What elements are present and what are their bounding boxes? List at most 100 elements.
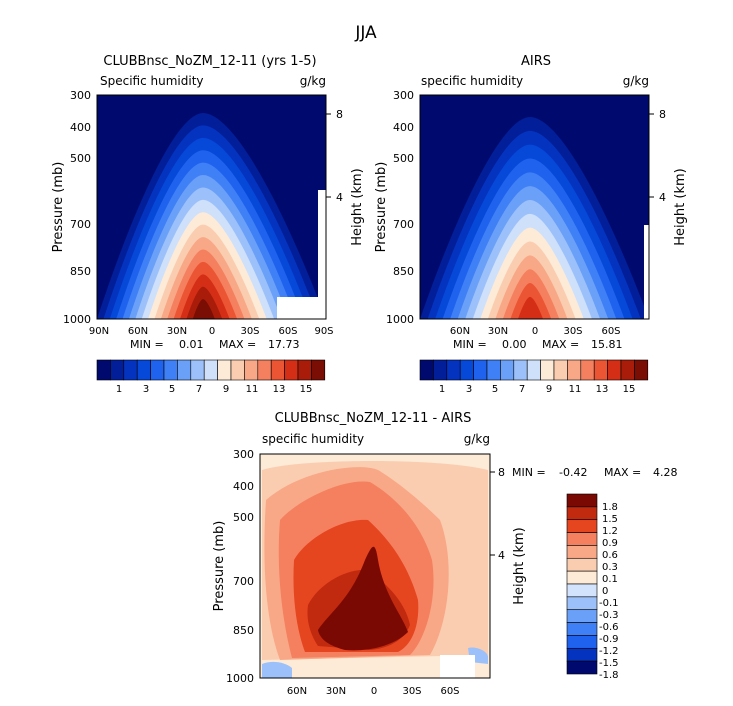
panel-2-missing-strip xyxy=(644,225,649,319)
min-value: 0.00 xyxy=(502,338,527,351)
y-tick-label: 400 xyxy=(70,121,91,134)
panel-3-colorbar-labels: 1.8 1.5 1.2 0.9 0.6 0.3 0.1 0 -0.1 -0.3 … xyxy=(599,502,619,681)
max-value: 4.28 xyxy=(653,466,678,479)
colorbar-label: -1.5 xyxy=(599,658,619,669)
panel-2-colorbar xyxy=(419,359,649,381)
colorbar-swatch xyxy=(419,359,434,381)
height-tick-label: 8 xyxy=(336,108,343,121)
colorbar-swatch xyxy=(446,359,461,381)
colorbar-swatch xyxy=(96,359,111,381)
colorbar-swatch xyxy=(566,519,598,533)
x-tick-label: 60S xyxy=(440,686,459,697)
colorbar-label: 13 xyxy=(273,384,286,395)
panel-2-units: g/kg xyxy=(623,74,649,88)
colorbar-swatch xyxy=(513,359,528,381)
colorbar-swatch xyxy=(110,359,125,381)
panel-1-y-ticks: 300 400 500 700 850 1000 xyxy=(63,89,91,326)
y-tick-label: 400 xyxy=(393,121,414,134)
colorbar-label: 0.9 xyxy=(602,538,618,549)
panel-1-frame xyxy=(96,94,327,320)
colorbar-swatch xyxy=(136,359,151,381)
x-tick-label: 90S xyxy=(314,326,333,337)
colorbar-swatch xyxy=(311,359,326,381)
colorbar-swatch xyxy=(634,359,649,381)
colorbar-label: 15 xyxy=(300,384,313,395)
max-label: MAX = xyxy=(604,466,641,479)
panel-3-missing-region xyxy=(440,655,475,678)
panel-2-ylabel-right: Height (km) xyxy=(673,168,688,245)
panel-3-height-ticks: 8 4 xyxy=(490,466,505,562)
colorbar-swatch xyxy=(257,359,272,381)
x-tick-label: 60N xyxy=(128,326,148,337)
colorbar-swatch xyxy=(580,359,595,381)
colorbar-label: 0.1 xyxy=(602,574,618,585)
height-tick-label: 4 xyxy=(336,191,343,204)
colorbar-swatch xyxy=(123,359,138,381)
colorbar-label: -0.6 xyxy=(599,622,619,633)
colorbar-label: 15 xyxy=(623,384,636,395)
x-tick-label: 30S xyxy=(402,686,421,697)
panel-2-contours xyxy=(420,117,649,319)
panel-3-title: CLUBBnsc_NoZM_12-11 - AIRS xyxy=(275,411,472,426)
colorbar-label: 1.2 xyxy=(602,526,618,537)
colorbar-swatch xyxy=(297,359,312,381)
y-tick-label: 1000 xyxy=(63,313,91,326)
colorbar-swatch xyxy=(150,359,165,381)
colorbar-label: 13 xyxy=(596,384,609,395)
colorbar-swatch xyxy=(566,570,598,585)
panel-1-x-ticks: 90N 60N 30N 0 30S 60S 90S xyxy=(89,326,334,337)
panel-1-colorbar-labels: 1 3 5 7 9 11 13 15 xyxy=(116,384,313,395)
y-tick-label: 300 xyxy=(70,89,91,102)
colorbar-swatch xyxy=(244,359,259,381)
contour-band xyxy=(262,661,292,678)
colorbar-label: 9 xyxy=(223,384,229,395)
colorbar-swatch xyxy=(177,359,192,381)
colorbar-label: -1.2 xyxy=(599,646,619,657)
panel-3-minmax: MIN = -0.42 MAX = 4.28 xyxy=(512,466,678,479)
panel-3-ylabel-right: Height (km) xyxy=(512,527,527,604)
colorbar-label: 9 xyxy=(546,384,552,395)
height-tick-label: 4 xyxy=(498,549,505,562)
colorbar-swatch xyxy=(566,506,598,521)
panel-1-minmax: MIN = 0.01 MAX = 17.73 xyxy=(130,338,300,351)
panel-1-subtitle: Specific humidity xyxy=(100,74,204,88)
height-tick-label: 8 xyxy=(659,108,666,121)
panel-3-frame xyxy=(259,453,491,679)
min-value: -0.42 xyxy=(559,466,587,479)
colorbar-swatch xyxy=(270,359,285,381)
colorbar-swatch xyxy=(566,660,598,675)
x-tick-label: 30S xyxy=(563,326,582,337)
colorbar-swatch xyxy=(473,359,488,381)
colorbar-swatch xyxy=(566,493,598,508)
y-tick-label: 1000 xyxy=(386,313,414,326)
colorbar-label: 1.8 xyxy=(602,502,618,513)
x-tick-label: 30S xyxy=(240,326,259,337)
colorbar-label: 1 xyxy=(116,384,122,395)
colorbar-label: 3 xyxy=(466,384,472,395)
y-tick-label: 500 xyxy=(233,511,254,524)
panel-1-ylabel: Pressure (mb) xyxy=(51,162,66,253)
y-tick-label: 300 xyxy=(233,448,254,461)
colorbar-label: -0.9 xyxy=(599,634,619,645)
panel-2-height-ticks: 8 4 xyxy=(649,108,666,204)
colorbar-swatch xyxy=(486,359,501,381)
colorbar-swatch xyxy=(566,557,598,572)
colorbar-swatch xyxy=(566,532,598,546)
min-label: MIN = xyxy=(130,338,164,351)
x-tick-label: 60N xyxy=(450,326,470,337)
panel-obs: AIRS specific humidity g/kg 300 400 500 … xyxy=(374,54,688,395)
colorbar-swatch xyxy=(607,359,622,381)
min-value: 0.01 xyxy=(179,338,204,351)
panel-1-title: CLUBBnsc_NoZM_12-11 (yrs 1-5) xyxy=(103,54,316,69)
x-tick-label: 90N xyxy=(89,326,109,337)
colorbar-swatch xyxy=(526,359,541,381)
y-tick-label: 300 xyxy=(393,89,414,102)
y-tick-label: 700 xyxy=(393,218,414,231)
colorbar-label: 1 xyxy=(439,384,445,395)
panel-2-ylabel: Pressure (mb) xyxy=(374,162,389,253)
colorbar-label: 0.3 xyxy=(602,562,618,573)
colorbar-label: 7 xyxy=(196,384,202,395)
panel-2-subtitle: specific humidity xyxy=(421,74,523,88)
colorbar-swatch xyxy=(163,359,178,381)
